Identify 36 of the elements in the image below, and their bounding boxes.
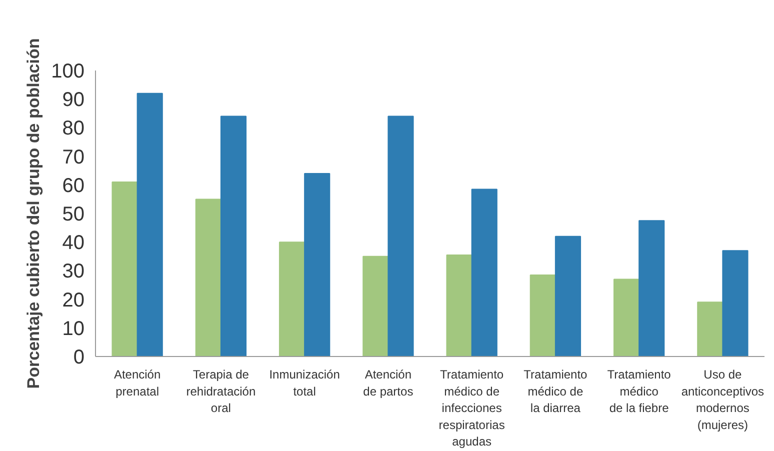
x-tick-label: Terapia de rehidratación oral bbox=[186, 368, 256, 416]
x-tick-label: Atención prenatal bbox=[114, 368, 161, 398]
bar bbox=[697, 302, 724, 356]
bar bbox=[388, 116, 414, 356]
bar bbox=[554, 236, 582, 356]
bar bbox=[530, 274, 556, 356]
bar bbox=[278, 242, 306, 356]
y-tick-label: 40 bbox=[62, 232, 85, 254]
y-tick-label: 0 bbox=[73, 346, 84, 368]
bar bbox=[304, 172, 330, 356]
y-tick-label: 70 bbox=[62, 146, 85, 168]
x-tick-label: Tratamiento médico de infecciones respiratorias agudas bbox=[438, 368, 505, 449]
bar bbox=[613, 278, 640, 356]
bar bbox=[446, 254, 472, 356]
y-axis-title: Porcentaje cubierto del grupo de población bbox=[24, 38, 44, 389]
y-tick-label: 90 bbox=[62, 89, 85, 112]
x-tick-label: Tratamiento médico de la fiebre bbox=[607, 368, 672, 416]
bar bbox=[362, 256, 389, 356]
y-tick-label: 50 bbox=[62, 204, 85, 226]
x-tick-label: Tratamiento médico de la diarrea bbox=[524, 368, 588, 416]
bar bbox=[112, 182, 138, 356]
bar bbox=[136, 92, 163, 356]
y-tick-label: 100 bbox=[51, 60, 85, 82]
x-tick-label: Uso de anticonceptivos modernos (mujeres) bbox=[681, 368, 764, 432]
y-tick-label: 60 bbox=[62, 174, 85, 197]
x-tick-label: Atención de partos bbox=[363, 368, 414, 398]
y-tick-label: 20 bbox=[62, 289, 85, 312]
bar bbox=[638, 220, 665, 356]
bar bbox=[722, 250, 748, 356]
y-tick-label: 10 bbox=[62, 318, 85, 340]
y-tick-label: 80 bbox=[62, 118, 85, 140]
bar bbox=[471, 188, 498, 356]
bar bbox=[220, 116, 247, 356]
x-tick-label: Inmunización total bbox=[269, 368, 340, 398]
y-tick-label: 30 bbox=[62, 260, 85, 283]
bar bbox=[195, 198, 222, 356]
